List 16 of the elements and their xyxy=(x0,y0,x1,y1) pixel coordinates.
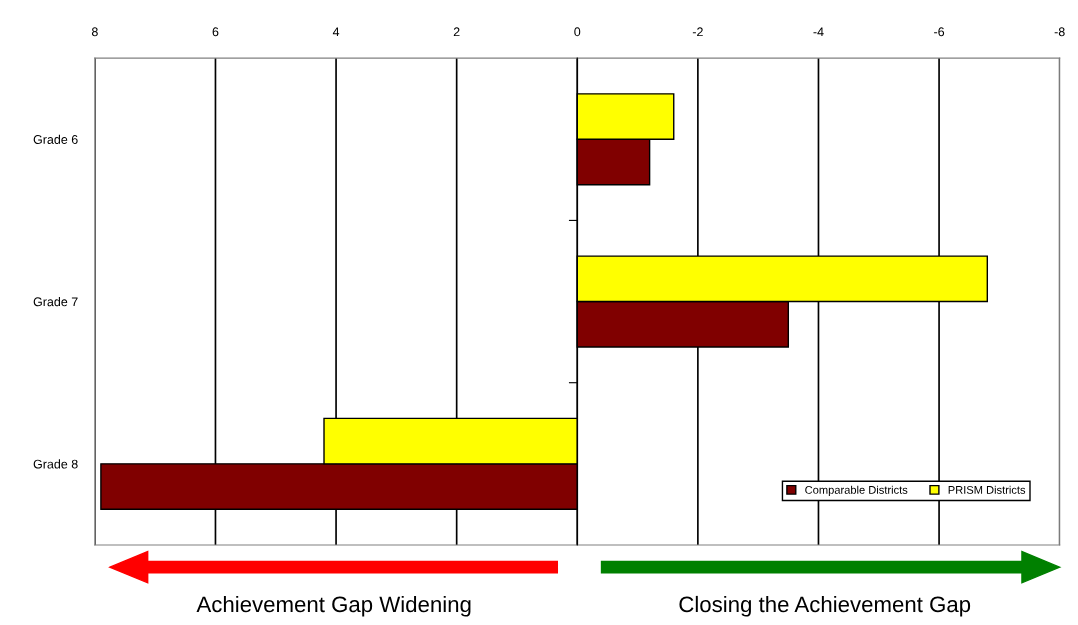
y-tick-label: Grade 7 xyxy=(33,297,78,307)
x-tick-label: -6 xyxy=(934,27,945,37)
x-tick-label: 4 xyxy=(332,27,340,37)
text: Closing the Achievement Gap xyxy=(679,595,971,617)
text: Achievement Gap Widening xyxy=(196,595,471,617)
x-tick-label: -2 xyxy=(692,27,703,37)
legend-label: PRISM Districts xyxy=(948,485,1026,494)
x-tick-label: 2 xyxy=(453,27,460,37)
x-tick-label: 0 xyxy=(574,27,581,37)
y-tick-label: Grade 8 xyxy=(33,459,78,469)
x-tick-label: -8 xyxy=(1054,27,1065,37)
x-tick-label: 8 xyxy=(91,27,98,37)
x-tick-label: 6 xyxy=(212,27,219,37)
y-tick-label: Grade 6 xyxy=(33,134,78,144)
legend-label: Comparable Districts xyxy=(805,485,908,497)
x-tick-label: -4 xyxy=(813,27,824,37)
